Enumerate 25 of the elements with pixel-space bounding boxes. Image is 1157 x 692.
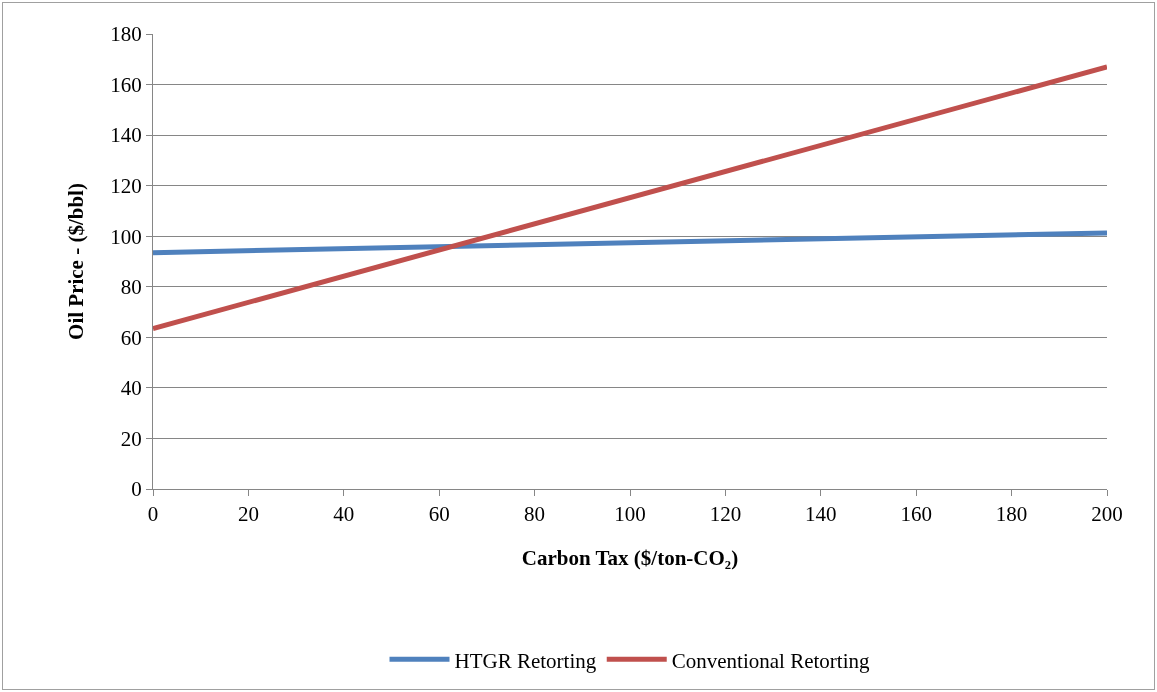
x-tick-label: 80 — [524, 502, 546, 527]
y-tick-label: 20 — [120, 426, 142, 451]
y-tick-label: 60 — [120, 325, 142, 350]
x-tick-label: 160 — [900, 502, 932, 527]
legend-label: Conventional Retorting — [671, 648, 870, 673]
y-tick-label: 0 — [131, 477, 142, 502]
legend-label: HTGR Retorting — [454, 648, 597, 673]
x-tick-label: 60 — [428, 502, 450, 527]
x-tick-label: 20 — [237, 502, 259, 527]
y-tick-label: 40 — [120, 376, 142, 401]
y-tick-label: 140 — [110, 123, 142, 148]
x-tick-label: 40 — [333, 502, 355, 527]
x-tick-label: 0 — [147, 502, 159, 527]
x-axis-title: Carbon Tax ($/ton-CO₂) — [521, 546, 739, 571]
y-tick-label: 80 — [120, 275, 142, 300]
y-tick-label: 100 — [110, 224, 142, 249]
y-tick-label: 160 — [110, 72, 142, 97]
y-axis-title: Oil Price - ($/bbl) — [64, 183, 89, 340]
x-tick-label: 200 — [1091, 502, 1123, 527]
x-tick-label: 120 — [709, 502, 742, 527]
y-tick-label: 120 — [110, 174, 142, 199]
x-tick-label: 100 — [614, 502, 646, 527]
y-tick-label: 180 — [110, 22, 142, 47]
x-tick-label: 180 — [995, 502, 1028, 527]
x-tick-label: 140 — [805, 502, 837, 527]
